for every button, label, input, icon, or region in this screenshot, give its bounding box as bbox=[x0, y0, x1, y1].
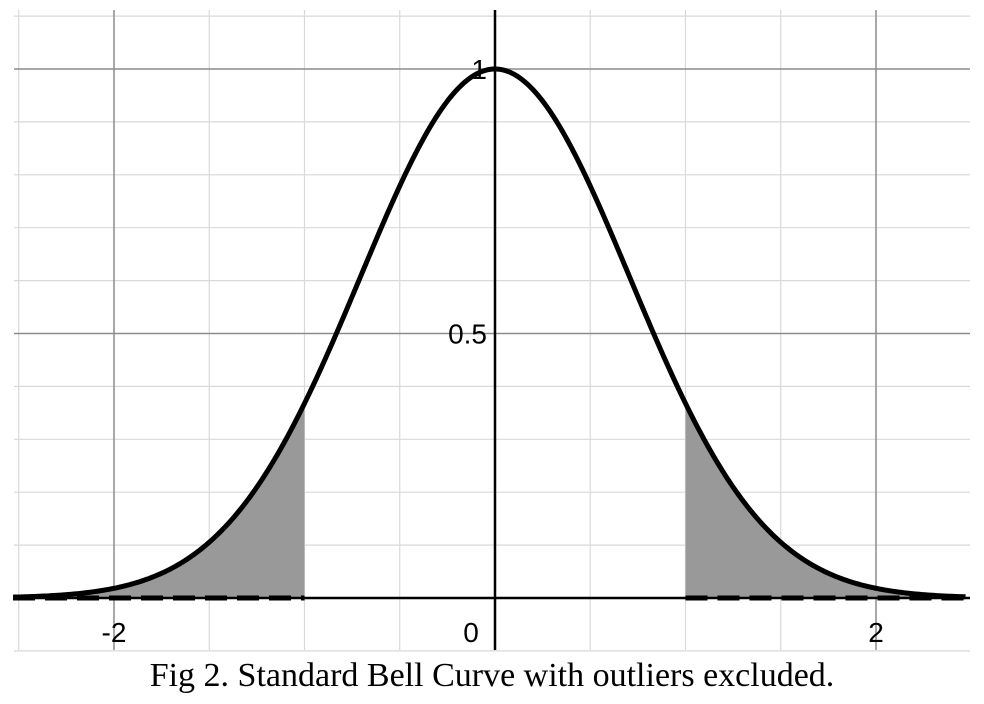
x-tick-label: -2 bbox=[102, 617, 127, 648]
bell-curve-line bbox=[12, 66, 966, 600]
y-tick-label: 0.5 bbox=[448, 319, 487, 350]
curve-group bbox=[12, 66, 966, 600]
tick-labels: -2 0 2 0.5 1 bbox=[102, 54, 884, 648]
figure-caption: Fig 2. Standard Bell Curve with outliers… bbox=[149, 657, 835, 694]
major-grid bbox=[14, 10, 970, 650]
shaded-regions bbox=[13, 403, 966, 598]
minor-grid bbox=[14, 10, 970, 652]
x-tick-label: 2 bbox=[868, 617, 884, 648]
shaded-region-right bbox=[685, 403, 966, 598]
axes bbox=[14, 10, 970, 650]
x-tick-label: 0 bbox=[463, 617, 479, 648]
shaded-region-left bbox=[13, 403, 305, 598]
bell-curve-chart: -2 0 2 0.5 1 bbox=[12, 10, 970, 652]
y-tick-label: 1 bbox=[471, 54, 487, 85]
